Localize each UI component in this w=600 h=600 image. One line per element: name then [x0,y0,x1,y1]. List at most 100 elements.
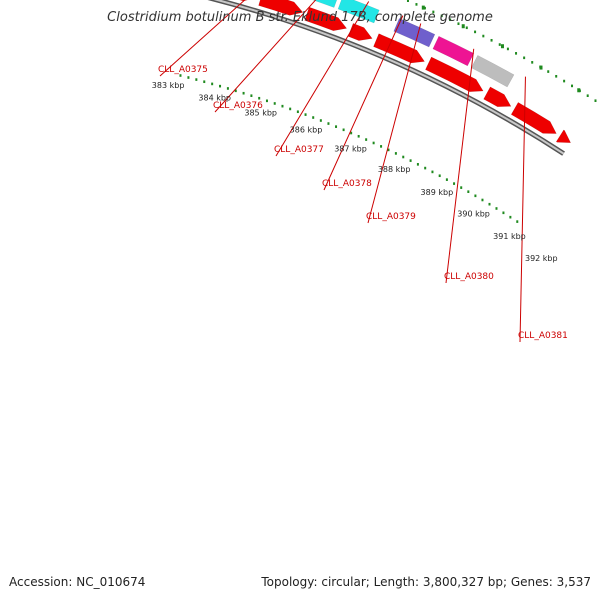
feature-block [393,18,436,48]
genome-summary-text: Topology: circular; Length: 3,800,327 bp… [261,575,591,589]
scale-tick-label: 392 kbp [525,254,558,263]
gene-label-leader [367,23,422,224]
cds-arrow [347,23,373,41]
cds-arrow [258,0,304,16]
gc-dot-outer [432,10,435,14]
gc-dot-inner [211,82,214,86]
cds-arrow [555,129,572,143]
gc-dot-inner [357,134,360,138]
gc-dot-outer [406,0,409,2]
gene-label-leader [275,1,370,157]
gc-dot-inner [509,215,512,219]
gc-dot-outer [594,99,597,102]
scale-tick-label: 386 kbp [290,126,323,135]
scale-tick-label: 389 kbp [421,188,454,197]
gc-dot-outer [423,6,426,10]
cds-arrow [510,102,557,134]
gc-dot-outer [482,34,485,38]
gc-dot-inner [226,87,229,90]
scale-tick-label: 385 kbp [244,109,277,118]
gc-dot-inner [416,163,419,166]
gc-dot-inner [258,96,261,100]
gc-dash-outer [577,88,581,93]
scale-tick-label: 383 kbp [152,81,185,90]
gc-content-track [179,0,597,223]
gc-dot-inner [516,220,519,223]
cds-arrow [304,6,348,32]
gc-dot-outer [449,18,452,22]
gene-label: CLL_A0380 [444,272,494,282]
gene-label-leader [323,15,404,191]
backbone-highlight [213,0,565,155]
scale-tick-label: 387 kbp [334,144,367,153]
feature-block [337,0,380,24]
gc-dot-outer [531,61,534,64]
gc-dot-inner [350,131,353,135]
gc-dot-inner [312,116,315,119]
gc-dot-inner [219,84,222,88]
gc-dot-inner [234,89,237,93]
gc-dot-inner [424,166,427,170]
gene-label: CLL_A0376 [213,101,263,111]
gc-dot-inner [467,190,470,193]
gc-dot-inner [409,159,412,162]
gc-dot-outer [506,47,509,51]
gc-dot-inner [431,170,434,174]
gc-dot-inner [242,91,245,95]
gc-dot-outer [571,84,574,88]
cds-track [238,0,572,143]
gc-dash-outer [500,44,504,49]
gene-label: CLL_A0378 [322,179,372,189]
gc-dot-inner [296,110,299,114]
gc-dot-inner [342,128,345,132]
map-title: Clostridium botulinum B str. Eklund 17B,… [107,10,493,25]
gene-label: CLL_A0379 [366,212,416,222]
gc-dot-inner [195,78,198,81]
gc-dot-inner [281,104,284,108]
gc-dot-inner [365,138,368,141]
gc-dot-inner [460,186,463,189]
gc-dot-inner [481,198,484,202]
accession-text: Accession: NC_010674 [9,575,146,589]
gc-dot-inner [304,113,307,116]
gene-label-layer: CLL_A0375 CLL_A0376 CLL_A0377 CLL_A0378 CLL_… [158,0,568,343]
gc-dash-outer [539,65,543,70]
gc-dot-outer [515,52,518,55]
gc-dot-inner [488,202,491,206]
scale-tick-label: 390 kbp [457,209,490,218]
gc-dot-outer [490,38,493,42]
position-scale: 383 kbp 384 kbp 385 kbp 386 kbp 387 kbp 388 k… [152,81,558,263]
gc-dot-inner [438,174,441,178]
gc-dot-outer [474,30,477,34]
gc-dot-inner [445,178,448,181]
cds-arrow [483,86,512,107]
gc-dot-outer [498,43,501,46]
gene-label-leader [519,76,526,343]
feature-block [312,0,338,8]
gc-dot-inner [327,122,330,125]
gc-dot-outer [523,56,526,60]
gene-label-leader [445,48,475,284]
feature-block [470,55,515,88]
gc-dot-outer [555,74,558,78]
gc-dot-inner [273,102,276,105]
gene-label-leader [214,0,317,113]
gc-dot-inner [453,182,456,185]
gc-dot-inner [319,119,322,122]
scale-tick-label: 384 kbp [198,94,231,103]
gc-dot-inner [250,94,253,98]
gc-dot-inner [502,211,505,215]
scale-tick-label: 388 kbp [378,165,411,174]
feature-block [432,35,475,67]
gc-dot-inner [394,152,397,155]
gc-dot-inner [203,80,206,84]
gene-label-leader [159,0,246,77]
gc-dot-outer [457,22,460,26]
cds-arrow [425,56,484,92]
gc-dot-inner [289,107,292,111]
gene-label: CLL_A0377 [274,145,324,155]
gc-dot-inner [335,125,338,128]
gc-dot-inner [179,74,182,77]
gc-dot-inner [265,99,268,103]
